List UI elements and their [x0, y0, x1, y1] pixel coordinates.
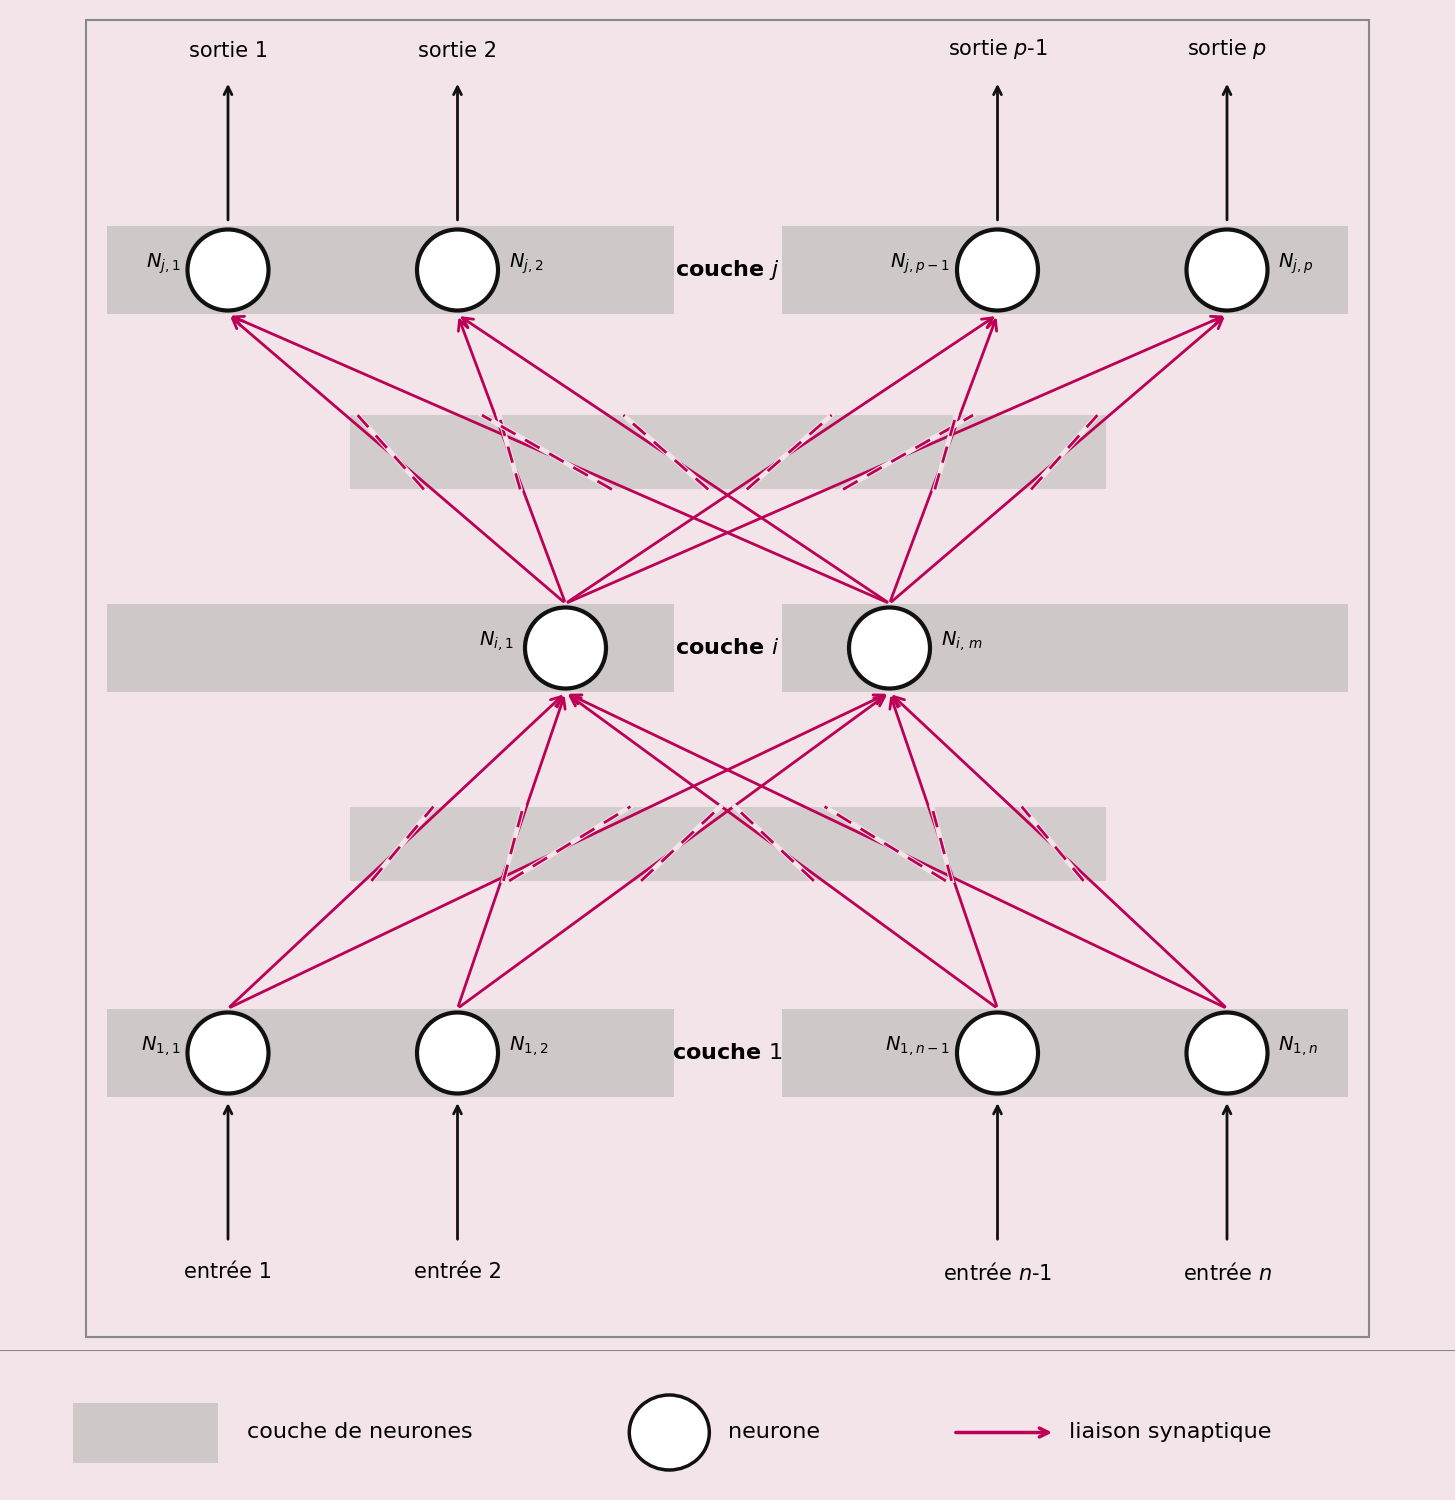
- Text: sortie $p$-1: sortie $p$-1: [947, 38, 1048, 60]
- Ellipse shape: [188, 230, 269, 310]
- Bar: [106, 1010, 674, 1096]
- Ellipse shape: [1186, 230, 1267, 310]
- Text: couche $1$: couche $1$: [672, 1042, 783, 1064]
- Text: entrée 2: entrée 2: [413, 1263, 502, 1282]
- Text: couche de neurones: couche de neurones: [247, 1422, 473, 1443]
- Text: $N_{1,n-1}$: $N_{1,n-1}$: [885, 1035, 950, 1058]
- Text: $N_{j,1}$: $N_{j,1}$: [146, 251, 180, 276]
- Bar: [349, 416, 1106, 489]
- Text: $N_{j,p-1}$: $N_{j,p-1}$: [890, 251, 950, 276]
- Bar: [73, 1402, 218, 1462]
- Bar: [781, 604, 1349, 692]
- Text: $N_{i,1}$: $N_{i,1}$: [480, 630, 514, 652]
- Ellipse shape: [418, 1013, 498, 1094]
- Text: sortie $p$: sortie $p$: [1187, 38, 1267, 60]
- Text: neurone: neurone: [728, 1422, 819, 1443]
- Ellipse shape: [957, 1013, 1037, 1094]
- Ellipse shape: [850, 608, 930, 688]
- Text: entrée 1: entrée 1: [185, 1263, 272, 1282]
- Text: couche $j$: couche $j$: [675, 258, 780, 282]
- Text: sortie 2: sortie 2: [418, 40, 498, 60]
- Text: entrée $n$-1: entrée $n$-1: [943, 1263, 1052, 1284]
- Text: $N_{i,\,m}$: $N_{i,\,m}$: [941, 630, 982, 652]
- Ellipse shape: [525, 608, 605, 688]
- Text: couche $i$: couche $i$: [675, 638, 780, 658]
- Ellipse shape: [957, 230, 1037, 310]
- Text: $N_{1,1}$: $N_{1,1}$: [141, 1035, 180, 1058]
- Bar: [781, 1010, 1349, 1096]
- Text: $N_{1,2}$: $N_{1,2}$: [509, 1035, 549, 1058]
- Text: $N_{j,p}$: $N_{j,p}$: [1279, 251, 1314, 276]
- Text: $N_{j,2}$: $N_{j,2}$: [509, 251, 543, 276]
- Ellipse shape: [418, 230, 498, 310]
- Bar: [106, 604, 674, 692]
- Text: $N_{1,n}$: $N_{1,n}$: [1279, 1035, 1318, 1058]
- Text: entrée $n$: entrée $n$: [1183, 1263, 1272, 1284]
- Ellipse shape: [630, 1395, 710, 1470]
- Ellipse shape: [1186, 1013, 1267, 1094]
- Text: sortie 1: sortie 1: [189, 40, 268, 60]
- Bar: [106, 226, 674, 314]
- Ellipse shape: [188, 1013, 269, 1094]
- Bar: [781, 226, 1349, 314]
- Text: liaison synaptique: liaison synaptique: [1069, 1422, 1272, 1443]
- Bar: [349, 807, 1106, 880]
